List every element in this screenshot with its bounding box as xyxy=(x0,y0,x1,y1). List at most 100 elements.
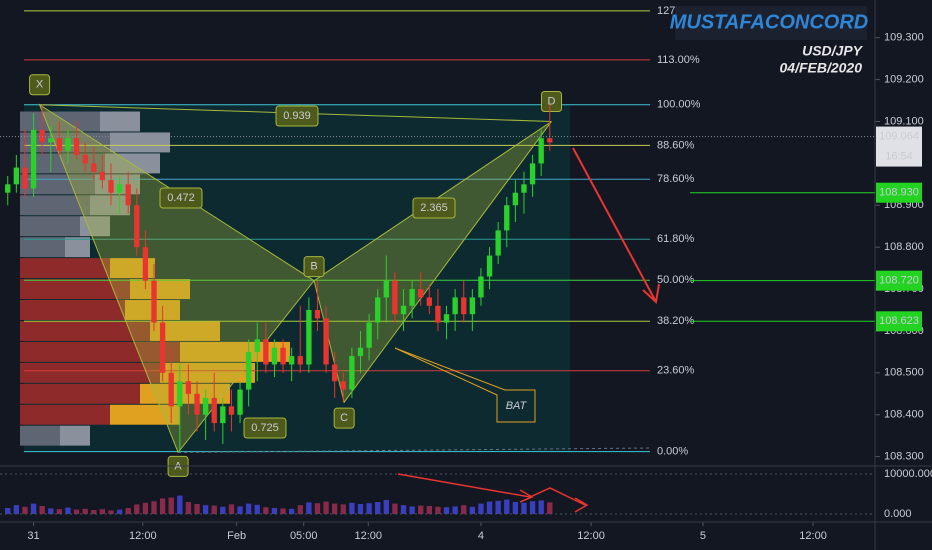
ratio-box xyxy=(412,197,456,219)
volume-bar xyxy=(82,508,88,514)
point-label: B xyxy=(310,261,317,273)
candle-body xyxy=(288,356,295,365)
volume-pane: 10000.000 0.000 xyxy=(0,468,932,520)
y-tick-label: 109.300 xyxy=(884,32,924,44)
x-tick-label: Feb xyxy=(227,530,246,542)
volume-bar xyxy=(538,500,544,514)
candle-body xyxy=(375,297,381,323)
profile-buy xyxy=(180,341,290,362)
volume-bar xyxy=(263,507,269,514)
candle-body xyxy=(220,406,226,424)
candle-body xyxy=(306,310,312,365)
profile-buy xyxy=(65,237,90,258)
volume-bar xyxy=(288,508,295,514)
x-tick-label: 4 xyxy=(478,530,484,542)
volume-bar xyxy=(73,509,80,514)
candle-body xyxy=(65,138,71,151)
fib-label: 88.60% xyxy=(657,139,695,151)
volume-bar xyxy=(48,508,54,514)
profile-sell xyxy=(20,237,65,258)
candle-body xyxy=(392,280,398,315)
candle-body xyxy=(409,289,415,306)
volume-bar xyxy=(486,501,493,514)
candle-body xyxy=(332,364,338,382)
volume-bar xyxy=(512,502,519,514)
profile-sell xyxy=(20,195,90,216)
candle-body xyxy=(486,255,493,277)
profile-sell xyxy=(20,404,110,425)
volume-bar xyxy=(22,506,28,514)
candle-body xyxy=(529,163,536,185)
candle-body xyxy=(125,184,131,206)
volume-bar xyxy=(521,502,527,514)
point-label: X xyxy=(36,79,44,91)
volume-bar xyxy=(13,505,20,514)
volume-bar xyxy=(134,504,140,514)
profile-buy xyxy=(150,320,220,341)
level-box xyxy=(876,182,922,203)
profile-buy xyxy=(160,362,255,383)
volume-bar xyxy=(202,505,209,514)
volume-bar xyxy=(529,501,536,514)
volume-bar xyxy=(366,503,372,514)
bat-callout xyxy=(394,347,536,423)
candle-body xyxy=(142,247,149,281)
candle-body xyxy=(271,347,278,365)
volume-tick-label: 0.000 xyxy=(884,508,912,520)
profile-sell xyxy=(20,279,130,300)
volume-bar xyxy=(435,506,441,514)
fib-label: 113.00% xyxy=(657,54,700,66)
candle-body xyxy=(418,289,424,298)
volume-bar xyxy=(332,503,338,514)
fib-label: 61.80% xyxy=(657,233,695,245)
candle-body xyxy=(73,138,80,155)
candle-body xyxy=(91,163,97,172)
volume-bar xyxy=(159,498,166,514)
candle-body xyxy=(297,356,303,365)
fib-label: 0.00% xyxy=(657,446,688,458)
ratio-box xyxy=(243,417,287,439)
volume-bar xyxy=(349,502,355,514)
y-tick-label: 108.500 xyxy=(884,367,924,379)
current-label: 109.064 xyxy=(879,130,919,142)
candle-body xyxy=(400,305,407,315)
candle-body xyxy=(108,180,114,193)
volume-bar xyxy=(151,501,157,514)
candle-body xyxy=(48,138,54,143)
volume-bar xyxy=(5,508,11,514)
volume-bar xyxy=(504,499,510,514)
candle-body xyxy=(245,351,252,390)
countdown: 16:54 xyxy=(885,150,913,162)
volume-bar xyxy=(452,506,458,514)
point-box xyxy=(333,407,355,429)
volume-bar xyxy=(125,508,131,514)
profile-sell xyxy=(20,216,80,237)
candle-body xyxy=(263,339,269,365)
profile-buy xyxy=(60,425,90,446)
ratio-label: 2.365 xyxy=(420,202,448,214)
x-tick-label: 5 xyxy=(700,530,706,542)
candle-body xyxy=(237,389,243,415)
point-label: C xyxy=(340,412,348,424)
ratio-label: 0.472 xyxy=(167,192,195,204)
candle-body xyxy=(383,280,389,298)
current-box xyxy=(876,126,922,167)
bat-label: BAT xyxy=(506,400,528,412)
candle-body xyxy=(99,171,106,181)
volume-bar xyxy=(228,504,235,514)
fib-label: 100.00% xyxy=(657,99,701,111)
candle-body xyxy=(5,184,11,193)
volume-bar xyxy=(400,505,407,514)
volume-bar xyxy=(314,503,321,514)
volume-bar xyxy=(39,506,45,514)
volume-bar xyxy=(426,506,432,514)
volume-bar xyxy=(185,502,192,514)
candle-body xyxy=(435,305,441,323)
level-label: 108.930 xyxy=(879,187,919,199)
candle-body xyxy=(134,205,140,248)
volume-bar xyxy=(478,503,484,514)
candle-body xyxy=(228,406,235,415)
volume-bar xyxy=(383,500,389,514)
y-tick-label: 108.400 xyxy=(884,409,924,421)
candle-body xyxy=(547,138,553,143)
